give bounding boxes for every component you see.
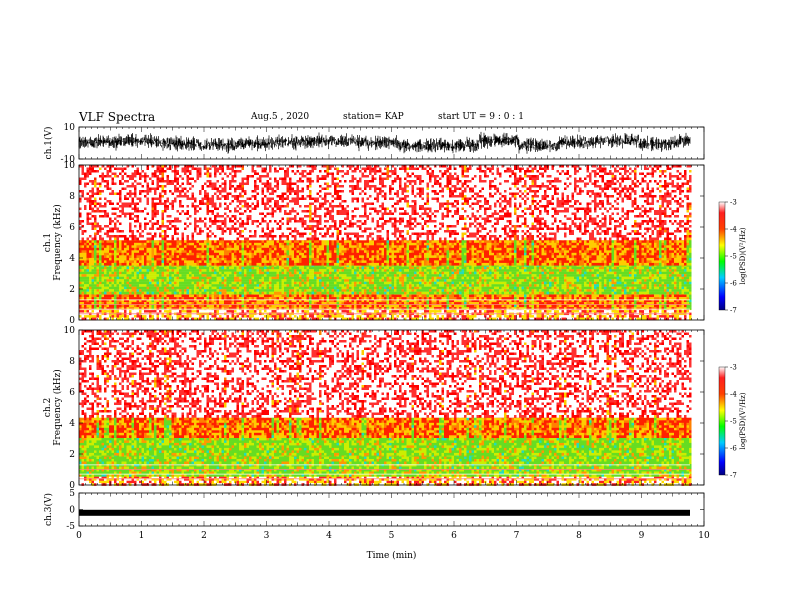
xaxis-label: Time (min): [367, 550, 417, 561]
ytick-label-2-5: 10: [64, 326, 76, 336]
ch2-spectrogram-image: [79, 330, 692, 486]
ytick-label-1-5: 10: [64, 161, 76, 171]
ylabel-line-2-0: ch.2: [43, 398, 53, 417]
ch2-spectrogram-cbar-label-3: -6: [730, 445, 737, 453]
ylabel-3: ch.3(V): [43, 493, 54, 526]
ch1-spectrogram-cbar-title-text: log(PSD)(V²/Hz): [739, 227, 747, 284]
ch1-spectrogram-cbar-label-1: -4: [730, 226, 737, 234]
xtick-label-0: 0: [76, 531, 82, 541]
ch1-waveform-trace: [78, 131, 691, 154]
ytick-label-3-2: -5: [66, 522, 75, 532]
ytick-label-0-0: 10: [64, 123, 76, 133]
ylabel-1: ch.1 Frequency (kHz): [43, 204, 63, 281]
ylabel-line-2-1: Frequency (kHz): [52, 369, 63, 446]
ch2-spectrogram-colorbar: [718, 366, 726, 476]
date-label: Aug.5 , 2020: [251, 112, 309, 122]
xtick-label-2: 2: [201, 531, 207, 541]
ylabel-line-3-0: ch.3(V): [43, 493, 54, 526]
xtick-label-1: 1: [139, 531, 145, 541]
xtick-label-3: 3: [264, 531, 270, 541]
ylabel-line-1-1: Frequency (kHz): [52, 204, 63, 281]
ytick-label-1-2: 4: [69, 254, 75, 264]
ylabel-0: ch.1(V): [43, 127, 54, 160]
ytick-label-2-1: 2: [69, 450, 75, 460]
ytick-label-1-0: 0: [69, 316, 75, 326]
ylabel-2: ch.2 Frequency (kHz): [43, 369, 63, 446]
ch2-spectrogram-cbar-label-2: -5: [730, 418, 737, 426]
ch3-waveform-trace: [79, 509, 690, 516]
station-label: station= KAP: [343, 112, 404, 122]
xtick-label-5: 5: [389, 531, 395, 541]
xtick-label-10: 10: [698, 531, 710, 541]
ch2-spectrogram-cbar-label-4: -7: [730, 472, 737, 480]
xtick-label-8: 8: [576, 531, 582, 541]
ytick-label-3-0: 5: [69, 489, 75, 499]
ch1-spectrogram-cbar-label-2: -5: [730, 253, 737, 261]
ch2-spectrogram-cbar-title-text: log(PSD)(V²/Hz): [739, 392, 747, 449]
ch1-spectrogram-colorbar: [718, 201, 726, 311]
xtick-label-7: 7: [514, 531, 520, 541]
ch2-spectrogram-cbar-label-0: -3: [730, 364, 737, 372]
ylabel-line-1-0: ch.1: [43, 233, 53, 252]
ch1-spectrogram-cbar-label-0: -3: [730, 199, 737, 207]
ch1-spectrogram-cbar-label-3: -6: [730, 280, 737, 288]
ytick-label-2-2: 4: [69, 419, 75, 429]
start-time-label: start UT = 9 : 0 : 1: [438, 112, 524, 122]
ch1-spectrogram-image: [79, 165, 692, 321]
ytick-label-1-3: 6: [69, 223, 75, 233]
ch1-spectrogram-cbar-title: log(PSD)(V²/Hz): [739, 227, 747, 284]
ytick-label-1-4: 8: [69, 192, 75, 202]
xtick-label-4: 4: [326, 531, 332, 541]
ylabel-line-0-0: ch.1(V): [43, 127, 54, 160]
ytick-label-0-1: -10: [61, 155, 76, 165]
ytick-label-2-4: 8: [69, 357, 75, 367]
ch1-spectrogram-cbar-label-4: -7: [730, 307, 737, 315]
xtick-label-6: 6: [451, 531, 457, 541]
ytick-label-3-1: 0: [69, 506, 75, 516]
ytick-label-2-3: 6: [69, 388, 75, 398]
ytick-label-1-1: 2: [69, 285, 75, 295]
ch2-spectrogram-cbar-label-1: -4: [730, 391, 737, 399]
ch2-spectrogram-cbar-title: log(PSD)(V²/Hz): [739, 392, 747, 449]
ytick-label-2-0: 0: [69, 481, 75, 491]
chart-title: VLF Spectra: [79, 110, 155, 124]
xtick-label-9: 9: [639, 531, 645, 541]
